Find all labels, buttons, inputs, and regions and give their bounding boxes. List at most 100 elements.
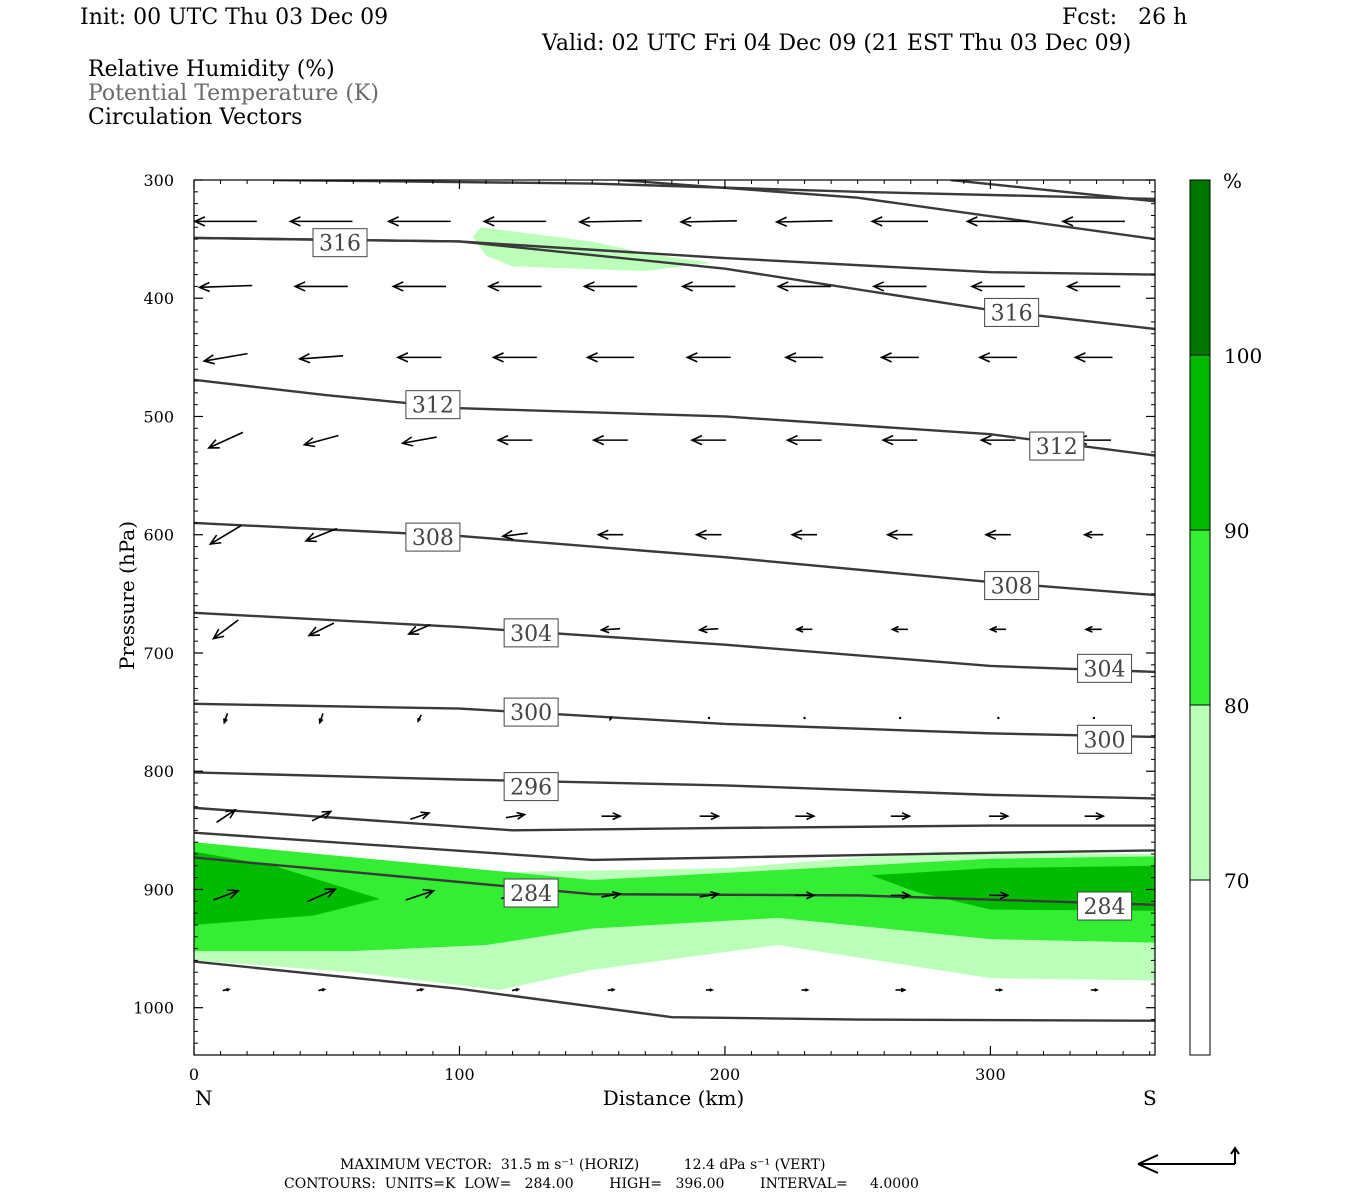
contour-label-box: [984, 571, 1040, 601]
circulation-vector: [607, 988, 616, 992]
circulation-vector: [208, 524, 242, 546]
vector-head: [611, 890, 623, 900]
contour-label: 300: [510, 701, 552, 726]
vector-head: [885, 529, 898, 540]
vector-shaft: [304, 434, 339, 446]
vector-head: [321, 810, 333, 820]
y-tick-label: 1000: [133, 999, 174, 1018]
vector-head: [386, 216, 399, 227]
vector-shaft: [405, 889, 434, 901]
circulation-vector: [988, 625, 1007, 633]
vector-shaft: [307, 888, 336, 903]
vector-head: [710, 812, 721, 821]
vector-head: [321, 987, 327, 992]
circulation-vector: [997, 716, 1000, 720]
contour-label: 308: [991, 575, 1033, 600]
circulation-vector: [890, 625, 908, 633]
vector-head: [293, 281, 306, 292]
vector-shaft: [502, 532, 528, 538]
colorbar-segment: [1190, 355, 1210, 530]
circulation-vector: [318, 713, 324, 725]
rh-fill-80: [194, 842, 1155, 951]
vector-head: [486, 281, 500, 292]
circulation-vector: [486, 281, 542, 292]
circulation-vector: [585, 352, 635, 363]
circulation-vector: [870, 216, 929, 227]
contour-label: 312: [1036, 435, 1078, 460]
circulation-vector: [197, 281, 253, 293]
vector-shaft: [408, 623, 431, 635]
vector-head: [988, 625, 998, 633]
vector-head: [794, 625, 804, 633]
vector-dot: [803, 716, 806, 720]
y-tick-label: 500: [143, 407, 174, 426]
vector-head: [516, 811, 527, 820]
circulation-vector: [596, 529, 624, 540]
contour-label: 284: [1084, 895, 1126, 920]
circulation-vector: [970, 281, 1025, 292]
vector-shaft: [601, 893, 621, 898]
vector-head: [596, 529, 609, 540]
vector-head: [1095, 812, 1106, 821]
vector-shaft: [505, 813, 525, 819]
y-tick-label: 700: [143, 644, 174, 663]
circulation-vector: [599, 625, 621, 634]
contour-label-layer: 316 316 312 312 308 308 304 304 300 300 296 284 284: [312, 228, 1133, 921]
vector-head: [999, 812, 1010, 821]
vector-head: [1082, 530, 1093, 539]
circulation-vector: [416, 987, 425, 992]
vector-head: [407, 625, 420, 635]
x-tick-label: 200: [710, 1065, 741, 1084]
circulation-vector: [609, 716, 613, 722]
y-tick-label: 600: [143, 526, 174, 545]
circulation-vector: [989, 812, 1010, 821]
circulation-vector: [707, 716, 711, 720]
circulation-vector: [995, 988, 1004, 992]
contour-label: 316: [991, 301, 1033, 326]
theta-contour: [950, 180, 1155, 203]
contour-label: 284: [510, 882, 552, 907]
vector-head: [500, 529, 514, 541]
circulation-vector: [577, 216, 642, 228]
contour-label-box: [1029, 431, 1085, 461]
circulation-vector: [400, 436, 437, 447]
vector-head: [901, 812, 912, 821]
circulation-vector: [591, 434, 628, 446]
circulation-vector: [1084, 812, 1106, 821]
circulation-vector: [679, 216, 737, 228]
circulation-vector: [1060, 216, 1125, 227]
circulation-vector: [311, 810, 333, 822]
vector-head: [304, 532, 317, 543]
contour-label: 308: [412, 526, 454, 551]
circulation-vector: [407, 623, 431, 635]
vector-head: [806, 812, 816, 821]
vector-dot: [997, 716, 1000, 720]
circulation-vector: [1090, 988, 1099, 992]
vector-shaft: [212, 619, 239, 640]
axes-layer: 300 400 500 600 700 800 900 1000 0 100 200 300 Dista…: [115, 171, 1157, 1110]
vector-head: [496, 434, 509, 446]
vector-head: [871, 281, 885, 292]
vector-head: [1065, 281, 1078, 292]
y-tick-label: 800: [143, 762, 174, 781]
theta-contour: [194, 236, 1155, 331]
contour-label-box: [503, 697, 559, 727]
circulation-vector: [685, 352, 731, 363]
vector-dot: [1092, 716, 1096, 720]
vector-head: [391, 281, 404, 292]
colorbar-segment: [1190, 880, 1210, 1055]
vector-shaft: [699, 893, 719, 898]
vector-shaft: [216, 809, 236, 824]
vector-head: [790, 529, 803, 540]
init-time: Init: 00 UTC Thu 03 Dec 09: [80, 5, 389, 30]
circulation-vector: [795, 891, 816, 900]
circulation-vector: [774, 216, 833, 228]
circulation-vector: [803, 716, 806, 720]
circulation-vector: [790, 529, 817, 540]
vector-head: [482, 216, 495, 227]
vector-head: [697, 625, 708, 634]
vector-head: [1094, 988, 1099, 992]
circulation-vector: [304, 527, 338, 543]
vector-head: [288, 216, 301, 227]
